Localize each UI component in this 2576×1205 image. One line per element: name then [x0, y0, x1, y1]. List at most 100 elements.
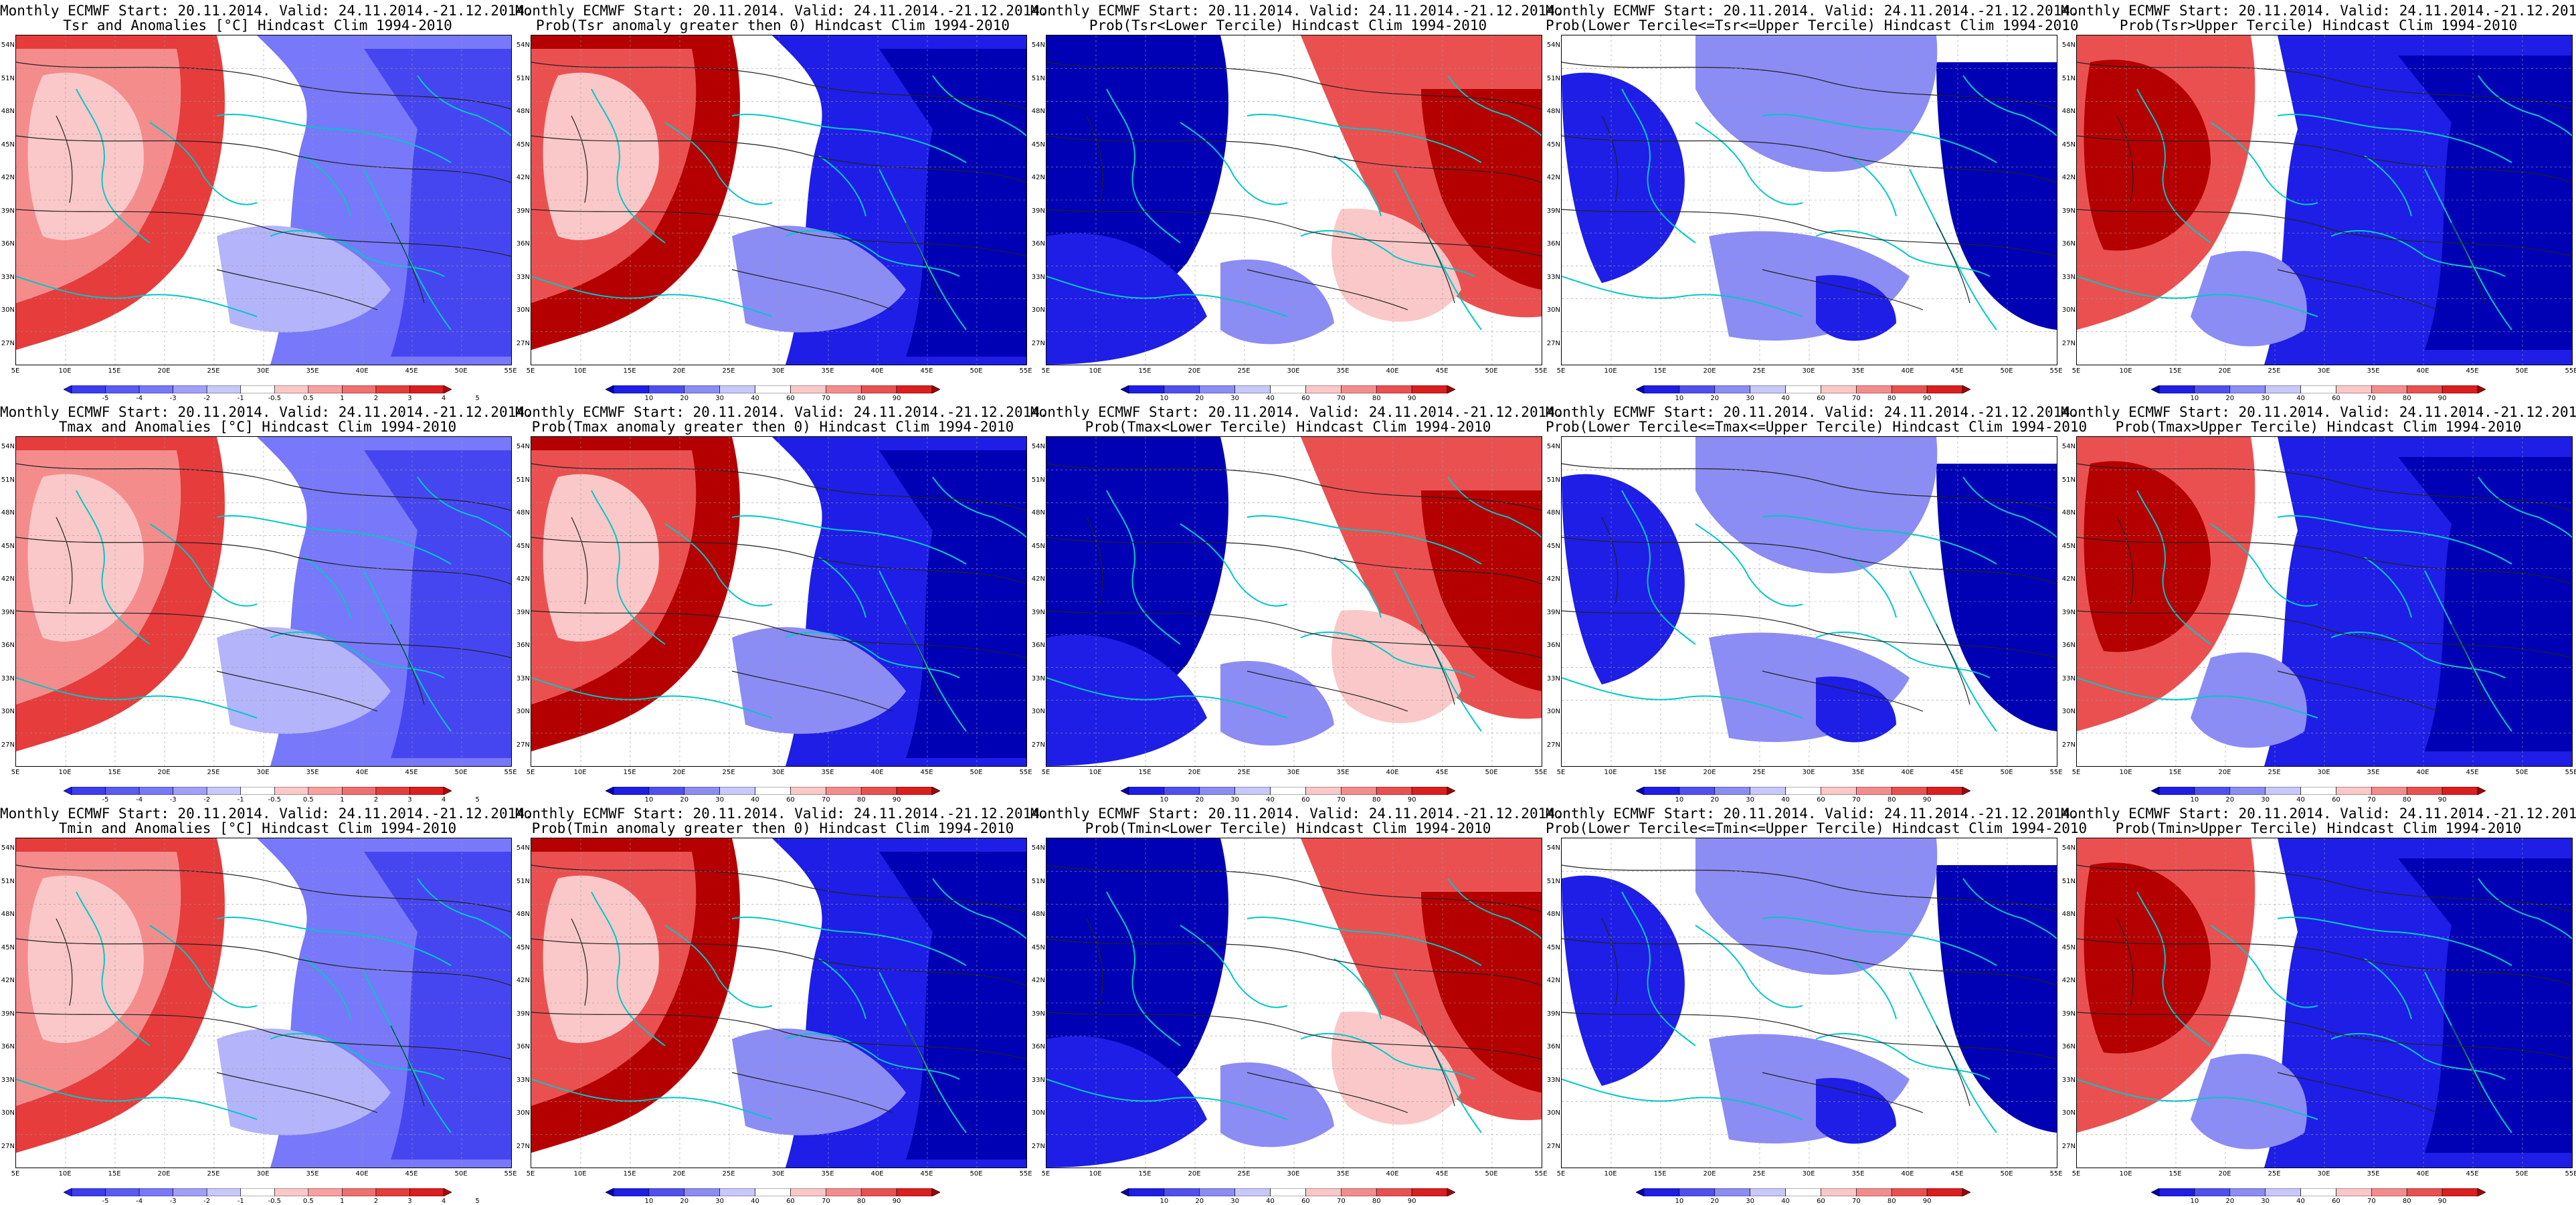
- latitude-label: 42N: [2061, 575, 2076, 583]
- longitude-label: 35E: [821, 769, 834, 776]
- contour-line: [1601, 115, 1619, 203]
- coastline: [1247, 515, 1482, 565]
- anomaly-region: [217, 627, 391, 734]
- forecast-panel: Monthly ECMWF Start: 20.11.2014. Valid: …: [515, 0, 1048, 402]
- latitude-label: 42N: [1546, 575, 1560, 583]
- anomaly-region: [2084, 60, 2211, 251]
- colorbar-tick-label: 4: [441, 395, 446, 402]
- colorbar-tick-label: 60: [2332, 796, 2340, 804]
- coastline: [16, 276, 258, 317]
- colorbar-swatch: [2477, 385, 2486, 393]
- colorbar-tick-label: 30: [715, 1198, 725, 1205]
- coastline: [2478, 878, 2572, 939]
- colorbar-tick-label: 60: [1301, 1198, 1310, 1205]
- longitude-label: 45E: [405, 769, 418, 776]
- longitude-label: 45E: [2466, 1170, 2479, 1178]
- longitude-label: 35E: [1851, 1170, 1865, 1178]
- colorbar-swatch: [375, 787, 410, 795]
- colorbar-swatch: [173, 1188, 207, 1196]
- latitude-label: 30N: [1546, 306, 1560, 314]
- contour-line: [216, 1072, 378, 1113]
- latitude-label: 36N: [1031, 642, 1045, 649]
- longitude-label: 30E: [1287, 367, 1300, 375]
- longitude-label: 20E: [157, 367, 171, 375]
- contour-line: [16, 463, 511, 511]
- colorbar-tick-label: -4: [136, 1198, 143, 1205]
- longitude-label: 55E: [2565, 367, 2576, 375]
- colorbar-swatch: [443, 787, 452, 795]
- latitude-label: 30N: [1031, 1109, 1045, 1117]
- forecast-panel: Monthly ECMWF Start: 20.11.2014. Valid: …: [2061, 803, 2576, 1205]
- contour-line: [531, 135, 1026, 183]
- coastline: [2364, 958, 2412, 1020]
- colorbar-tick-label: 20: [1195, 796, 1204, 804]
- colorbar-swatch: [1376, 1188, 1412, 1196]
- coastline: [1333, 958, 1382, 1020]
- colorbar-swatch: [606, 787, 614, 795]
- colorbar-swatch: [684, 1188, 720, 1196]
- colorbar-swatch: [1341, 1188, 1377, 1196]
- coastline: [417, 476, 511, 538]
- forecast-panel: Monthly ECMWF Start: 20.11.2014. Valid: …: [1030, 0, 1564, 402]
- colorbar-swatch: [1121, 787, 1129, 795]
- colorbar-tick-label: 70: [2367, 395, 2376, 402]
- anomaly-region: [543, 72, 659, 240]
- longitude-label: 10E: [58, 1170, 72, 1178]
- latitude-label: 54N: [1031, 443, 1045, 450]
- colorbar-swatch: [1128, 1188, 1165, 1196]
- longitude-label: 35E: [1336, 367, 1350, 375]
- colorbar-swatch: [1270, 385, 1306, 393]
- anomaly-region: [364, 852, 511, 1160]
- contour-line: [1762, 1072, 1924, 1113]
- colorbar-tick-label: 3: [407, 395, 412, 402]
- coastline: [417, 75, 511, 136]
- latitude-label: 48N: [1, 911, 15, 918]
- contour-line: [16, 135, 511, 183]
- anomaly-region: [1936, 865, 2057, 1133]
- latitude-label: 54N: [1, 844, 15, 852]
- colorbar-tick-label: 80: [2402, 796, 2411, 804]
- colorbar-swatch: [2194, 787, 2231, 795]
- colorbar-swatch: [1962, 385, 1970, 393]
- colorbar-swatch: [719, 385, 755, 393]
- colorbar-tick-label: 30: [2261, 796, 2270, 804]
- longitude-label: 25E: [1237, 1170, 1251, 1178]
- colorbar-tick-label: 10: [2190, 796, 2199, 804]
- panel-title: Prob(Lower Tercile<=Tsr<=Upper Tercile) …: [1546, 17, 2079, 33]
- latitude-label: 27N: [1031, 1142, 1045, 1150]
- contour-line: [1562, 463, 2057, 511]
- longitude-label: 15E: [1138, 367, 1152, 375]
- anomaly-region: [2398, 56, 2572, 350]
- colorbar-swatch: [826, 1188, 862, 1196]
- colorbar-tick-label: 90: [892, 395, 901, 402]
- colorbar-swatch: [2158, 385, 2195, 393]
- longitude-label: 20E: [672, 769, 686, 776]
- latitude-label: 42N: [2061, 174, 2076, 181]
- forecast-panel: Monthly ECMWF Start: 20.11.2014. Valid: …: [515, 803, 1048, 1205]
- contour-line: [571, 918, 588, 1006]
- contour-line: [2077, 864, 2572, 913]
- anomaly-region: [2191, 652, 2307, 748]
- colorbar-swatch: [409, 1188, 444, 1196]
- coastline: [2210, 122, 2318, 205]
- colorbar-tick-label: -3: [169, 395, 177, 402]
- colorbar-swatch: [139, 1188, 173, 1196]
- colorbar-swatch: [1447, 787, 1455, 795]
- longitude-label: 15E: [623, 1170, 636, 1178]
- colorbar-tick-label: 80: [1372, 395, 1381, 402]
- colorbar-swatch: [1891, 787, 1928, 795]
- colorbar-tick-label: 10: [1675, 1198, 1684, 1205]
- colorbar-swatch: [1679, 787, 1716, 795]
- colorbar-swatch: [2151, 385, 2160, 393]
- colorbar-tick-label: 80: [1372, 796, 1381, 804]
- colorbar-tick-label: 20: [1195, 395, 1204, 402]
- colorbar-swatch: [409, 385, 444, 393]
- panel-header-line: Monthly ECMWF Start: 20.11.2014. Valid: …: [1546, 806, 2079, 822]
- colorbar-tick-label: 10: [2190, 1198, 2199, 1205]
- longitude-label: 10E: [573, 367, 587, 375]
- coastline: [76, 88, 151, 244]
- colorbar-swatch: [1447, 1188, 1455, 1196]
- colorbar-tick-label: 3: [407, 1198, 412, 1205]
- longitude-label: 5E: [2072, 1170, 2081, 1178]
- anomaly-region: [879, 852, 1026, 1160]
